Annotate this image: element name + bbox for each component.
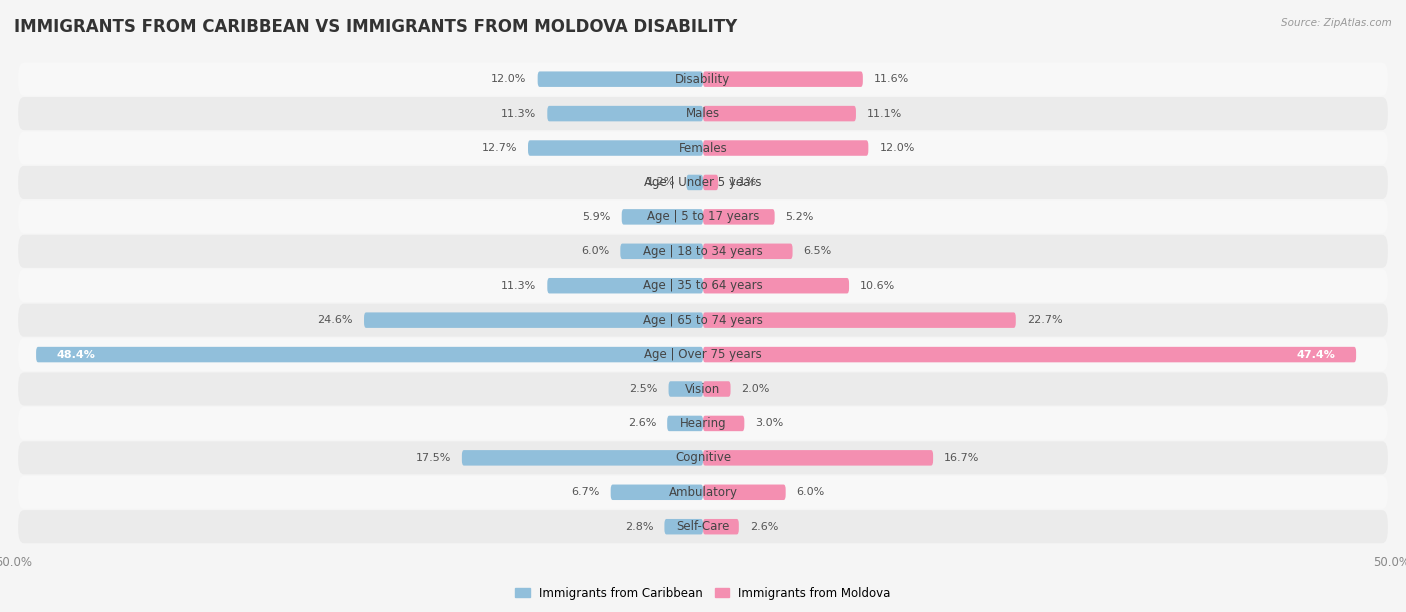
FancyBboxPatch shape xyxy=(18,235,1388,268)
Text: Ambulatory: Ambulatory xyxy=(668,486,738,499)
Text: Self-Care: Self-Care xyxy=(676,520,730,533)
FancyBboxPatch shape xyxy=(703,174,718,190)
Text: 2.8%: 2.8% xyxy=(624,521,654,532)
Text: 48.4%: 48.4% xyxy=(56,349,96,360)
FancyBboxPatch shape xyxy=(537,72,703,87)
Text: 2.0%: 2.0% xyxy=(741,384,770,394)
FancyBboxPatch shape xyxy=(18,476,1388,509)
Text: Females: Females xyxy=(679,141,727,154)
Text: 6.0%: 6.0% xyxy=(581,246,609,256)
FancyBboxPatch shape xyxy=(620,244,703,259)
FancyBboxPatch shape xyxy=(703,519,738,534)
FancyBboxPatch shape xyxy=(18,338,1388,371)
FancyBboxPatch shape xyxy=(668,416,703,431)
FancyBboxPatch shape xyxy=(18,373,1388,406)
Text: 12.7%: 12.7% xyxy=(481,143,517,153)
Text: Hearing: Hearing xyxy=(679,417,727,430)
Text: 11.1%: 11.1% xyxy=(868,108,903,119)
FancyBboxPatch shape xyxy=(703,209,775,225)
FancyBboxPatch shape xyxy=(18,304,1388,337)
FancyBboxPatch shape xyxy=(703,106,856,121)
FancyBboxPatch shape xyxy=(364,312,703,328)
Legend: Immigrants from Caribbean, Immigrants from Moldova: Immigrants from Caribbean, Immigrants fr… xyxy=(510,582,896,605)
Text: Age | 5 to 17 years: Age | 5 to 17 years xyxy=(647,211,759,223)
FancyBboxPatch shape xyxy=(18,200,1388,233)
FancyBboxPatch shape xyxy=(18,97,1388,130)
Text: 16.7%: 16.7% xyxy=(945,453,980,463)
Text: 2.6%: 2.6% xyxy=(749,521,779,532)
FancyBboxPatch shape xyxy=(37,347,703,362)
Text: Age | 65 to 74 years: Age | 65 to 74 years xyxy=(643,314,763,327)
FancyBboxPatch shape xyxy=(703,312,1015,328)
FancyBboxPatch shape xyxy=(665,519,703,534)
FancyBboxPatch shape xyxy=(703,278,849,294)
Text: 17.5%: 17.5% xyxy=(415,453,451,463)
Text: Disability: Disability xyxy=(675,73,731,86)
Text: 12.0%: 12.0% xyxy=(491,74,527,84)
Text: Age | Under 5 years: Age | Under 5 years xyxy=(644,176,762,189)
Text: 12.0%: 12.0% xyxy=(879,143,915,153)
FancyBboxPatch shape xyxy=(18,166,1388,199)
Text: 11.3%: 11.3% xyxy=(501,281,536,291)
FancyBboxPatch shape xyxy=(703,72,863,87)
Text: 2.5%: 2.5% xyxy=(628,384,658,394)
Text: 6.5%: 6.5% xyxy=(804,246,832,256)
Text: 6.7%: 6.7% xyxy=(571,487,599,498)
FancyBboxPatch shape xyxy=(18,269,1388,302)
Text: Age | 35 to 64 years: Age | 35 to 64 years xyxy=(643,279,763,292)
FancyBboxPatch shape xyxy=(703,416,744,431)
Text: Males: Males xyxy=(686,107,720,120)
FancyBboxPatch shape xyxy=(703,381,731,397)
FancyBboxPatch shape xyxy=(703,450,934,466)
Text: Vision: Vision xyxy=(685,382,721,395)
FancyBboxPatch shape xyxy=(703,244,793,259)
FancyBboxPatch shape xyxy=(18,407,1388,440)
FancyBboxPatch shape xyxy=(529,140,703,156)
Text: 10.6%: 10.6% xyxy=(860,281,896,291)
FancyBboxPatch shape xyxy=(610,485,703,500)
Text: 11.6%: 11.6% xyxy=(875,74,910,84)
FancyBboxPatch shape xyxy=(461,450,703,466)
FancyBboxPatch shape xyxy=(703,347,1357,362)
Text: 47.4%: 47.4% xyxy=(1296,349,1336,360)
FancyBboxPatch shape xyxy=(669,381,703,397)
Text: 2.6%: 2.6% xyxy=(627,419,657,428)
Text: 5.2%: 5.2% xyxy=(786,212,814,222)
Text: 5.9%: 5.9% xyxy=(582,212,610,222)
Text: Age | Over 75 years: Age | Over 75 years xyxy=(644,348,762,361)
FancyBboxPatch shape xyxy=(621,209,703,225)
FancyBboxPatch shape xyxy=(547,278,703,294)
Text: 11.3%: 11.3% xyxy=(501,108,536,119)
Text: 3.0%: 3.0% xyxy=(755,419,783,428)
FancyBboxPatch shape xyxy=(18,132,1388,165)
FancyBboxPatch shape xyxy=(18,62,1388,95)
Text: 1.1%: 1.1% xyxy=(730,177,758,187)
Text: 6.0%: 6.0% xyxy=(797,487,825,498)
Text: Cognitive: Cognitive xyxy=(675,452,731,465)
Text: 1.2%: 1.2% xyxy=(647,177,675,187)
FancyBboxPatch shape xyxy=(18,510,1388,543)
FancyBboxPatch shape xyxy=(686,174,703,190)
FancyBboxPatch shape xyxy=(547,106,703,121)
Text: 24.6%: 24.6% xyxy=(318,315,353,325)
FancyBboxPatch shape xyxy=(703,140,869,156)
Text: Age | 18 to 34 years: Age | 18 to 34 years xyxy=(643,245,763,258)
Text: 22.7%: 22.7% xyxy=(1026,315,1063,325)
FancyBboxPatch shape xyxy=(703,485,786,500)
Text: Source: ZipAtlas.com: Source: ZipAtlas.com xyxy=(1281,18,1392,28)
FancyBboxPatch shape xyxy=(18,441,1388,474)
Text: IMMIGRANTS FROM CARIBBEAN VS IMMIGRANTS FROM MOLDOVA DISABILITY: IMMIGRANTS FROM CARIBBEAN VS IMMIGRANTS … xyxy=(14,18,737,36)
